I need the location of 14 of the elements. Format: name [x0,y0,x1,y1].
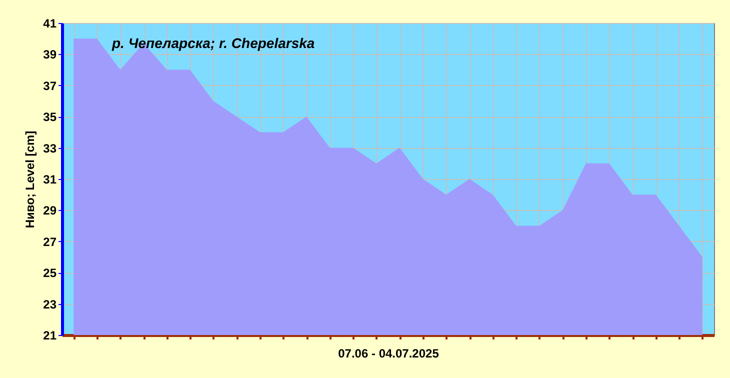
y-tick-label: 21 [43,328,57,342]
y-tick-label: 41 [43,16,57,30]
x-axis-title: 07.06 - 04.07.2025 [338,346,440,360]
y-axis-title: Ниво; Level [cm] [23,130,38,228]
y-tick-label: 27 [43,234,57,249]
y-tick-label: 25 [43,266,57,280]
y-tick-label: 35 [43,110,57,124]
text: р. Чепеларска; r. Chepelarska [111,35,315,51]
y-tick-label: 29 [43,204,57,218]
y-tick-label: 33 [43,141,57,156]
y-tick-label: 23 [43,297,57,312]
y-tick-label: 37 [43,78,57,93]
y-tick-label: 31 [43,172,57,186]
y-tick-label: 39 [43,48,57,62]
